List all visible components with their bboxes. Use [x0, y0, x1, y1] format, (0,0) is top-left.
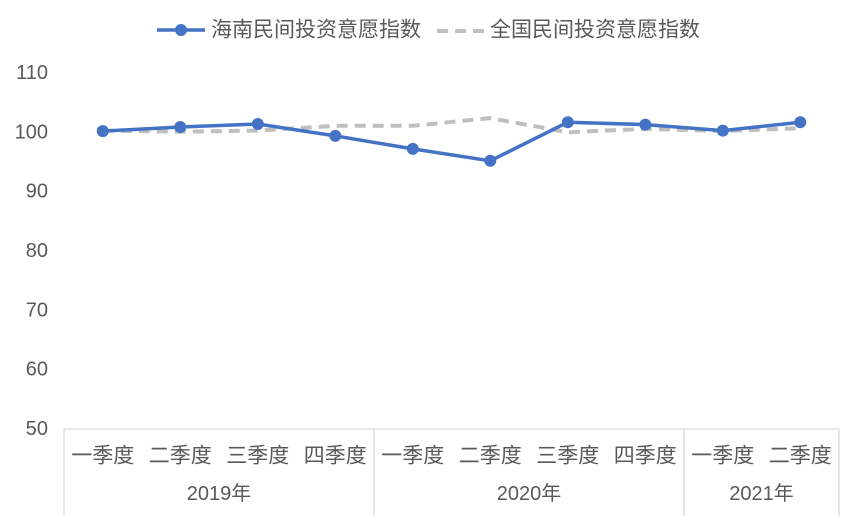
y-tick-label: 90: [26, 181, 48, 203]
series-line-national: [102, 116, 801, 135]
x-tick-label: 二季度: [149, 445, 212, 468]
data-point-hainan: [251, 118, 264, 130]
x-tick-label: 四季度: [304, 445, 367, 468]
y-tick-label: 70: [26, 299, 48, 321]
x-tick-label: 一季度: [691, 445, 754, 468]
x-tick-label: 三季度: [226, 445, 289, 468]
x-tick-label: 一季度: [381, 445, 444, 468]
data-point-hainan: [716, 124, 729, 137]
y-tick-label: 100: [15, 121, 48, 143]
legend-swatch-hainan-marker: [175, 24, 187, 36]
x-tick-label: 一季度: [71, 445, 134, 468]
x-tick-label: 四季度: [614, 445, 677, 468]
data-point-hainan: [329, 129, 342, 142]
y-tick-label: 50: [26, 418, 48, 440]
x-tick-label: 二季度: [769, 445, 832, 468]
legend-item-national: 全国民间投资意愿指数: [437, 19, 700, 42]
data-point-hainan: [174, 121, 187, 133]
x-group-label: 2020年: [497, 482, 562, 505]
data-point-hainan: [96, 125, 109, 138]
data-point-hainan: [794, 116, 807, 129]
x-group-label: 2019年: [187, 482, 252, 505]
y-tick-label: 110: [16, 62, 48, 84]
x-tick-label: 二季度: [459, 445, 522, 468]
legend-label-hainan: 海南民间投资意愿指数: [211, 19, 421, 42]
legend: 海南民间投资意愿指数 全国民间投资意愿指数: [157, 19, 700, 42]
data-point-hainan: [639, 118, 652, 131]
x-group-label: 2021年: [729, 482, 794, 505]
y-axis: 50 60 70 80 90 100 110: [15, 62, 48, 440]
legend-label-national: 全国民间投资意愿指数: [490, 19, 700, 42]
y-tick-label: 60: [26, 359, 48, 381]
plot-area: [96, 116, 807, 167]
series-line-hainan: [102, 120, 801, 163]
y-tick-label: 80: [26, 240, 48, 262]
x-tick-label: 三季度: [536, 445, 599, 468]
legend-item-hainan: 海南民间投资意愿指数: [157, 19, 421, 42]
data-point-hainan: [406, 142, 419, 155]
data-point-hainan: [561, 116, 574, 129]
data-point-hainan: [484, 154, 497, 167]
